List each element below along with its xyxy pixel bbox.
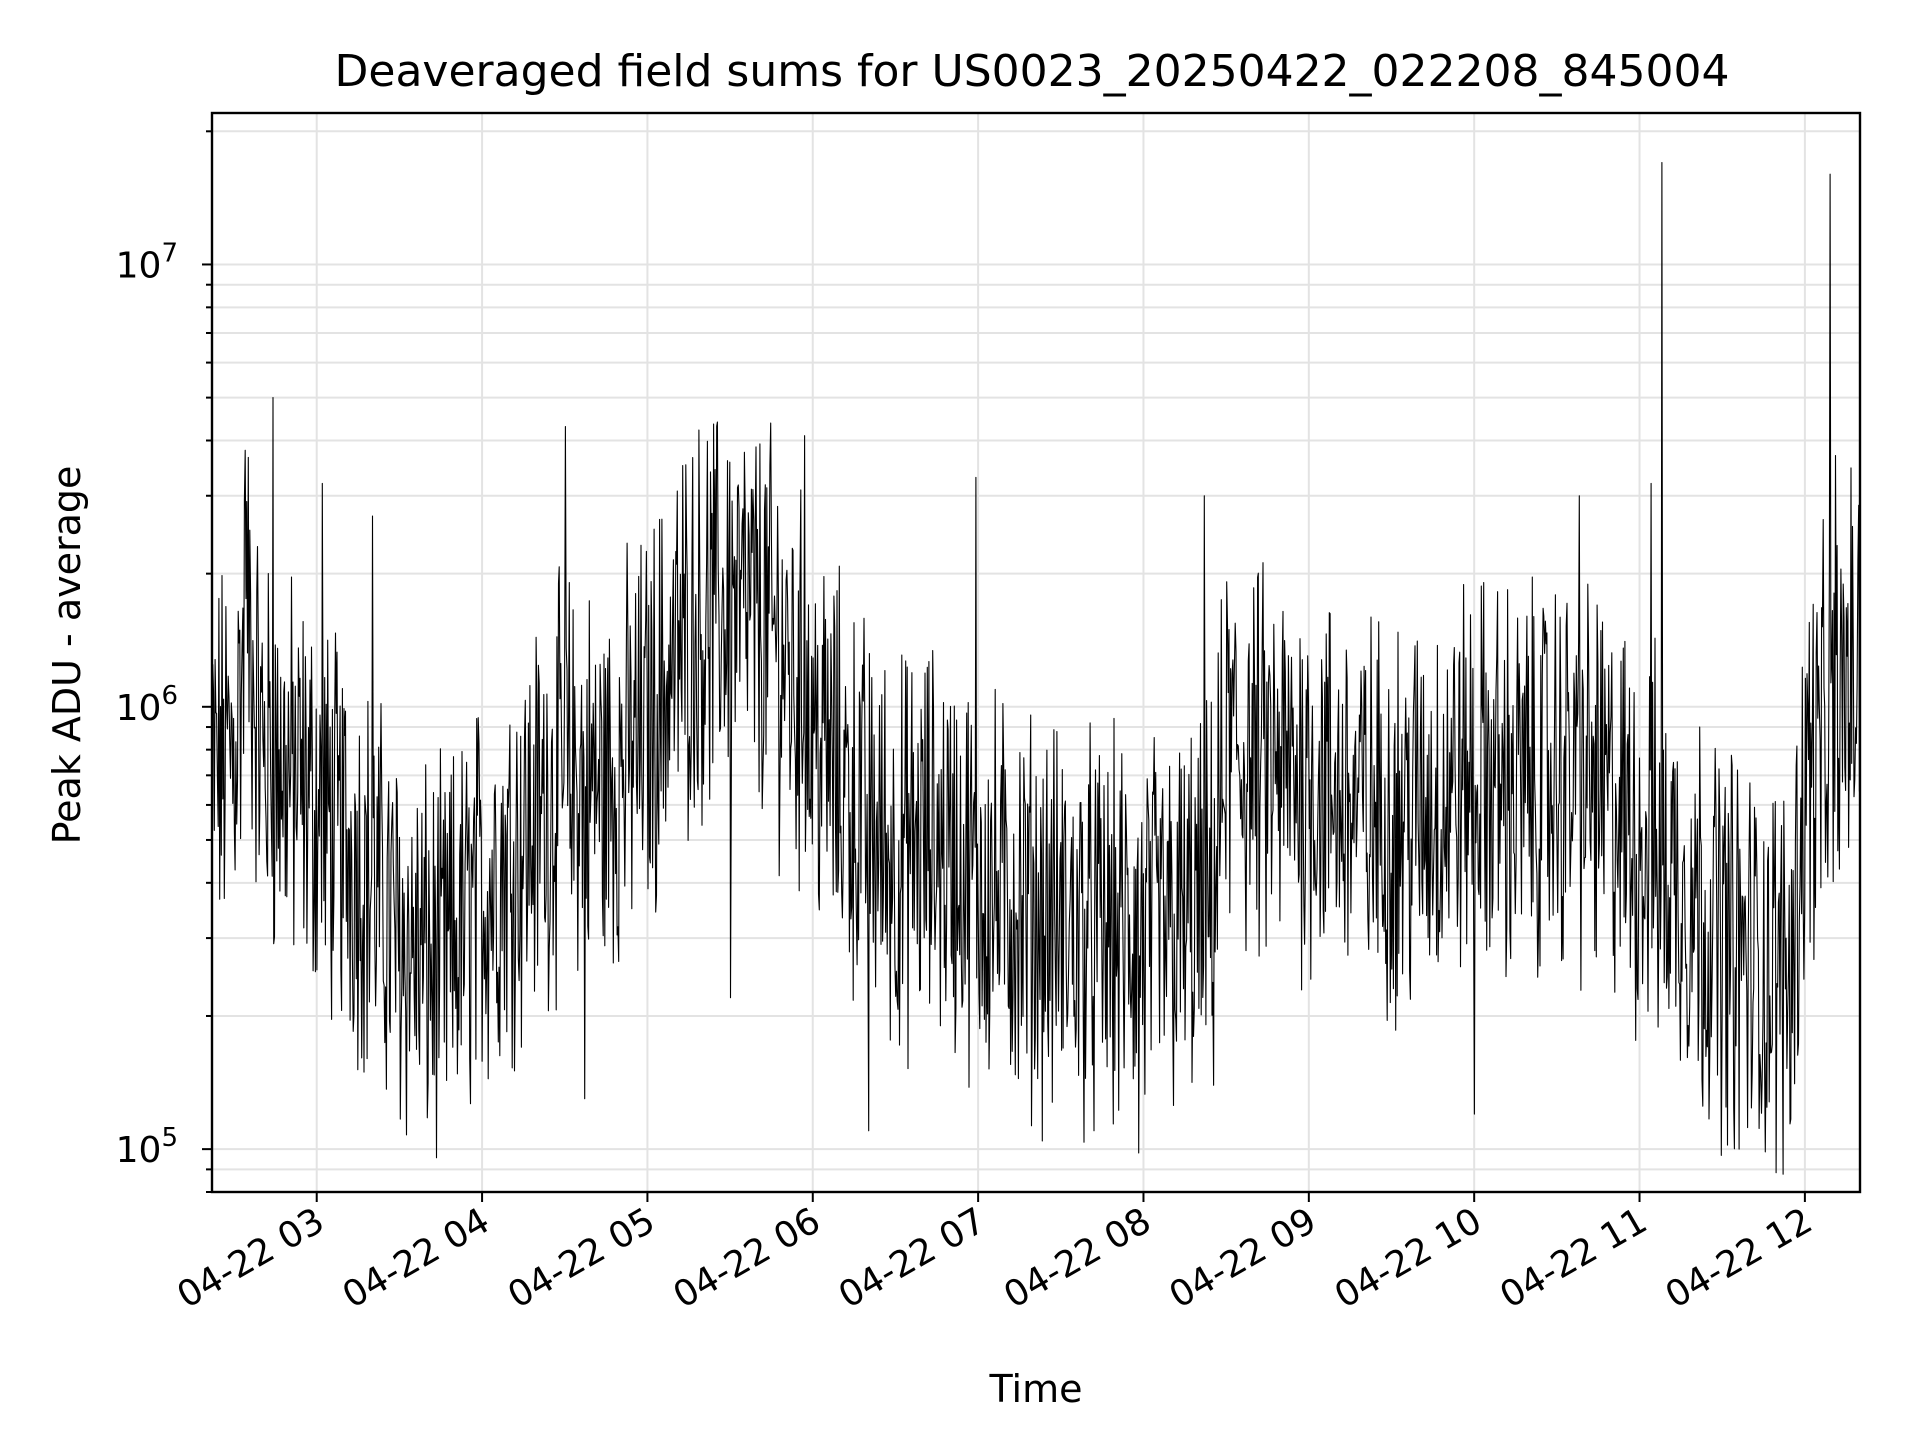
x-tick-label: 04-22 08 [997,1200,1158,1316]
x-axis-label: Time [989,1367,1083,1411]
x-tick-label: 04-22 07 [832,1200,993,1316]
y-tick-label: 105 [116,1123,178,1171]
plot-frame [210,111,1862,1194]
x-tick-label: 04-22 06 [667,1200,828,1316]
x-tick-label: 04-22 09 [1163,1200,1324,1316]
x-tick-label: 04-22 05 [501,1200,662,1316]
series-line [211,161,1860,1175]
chart-title: Deaveraged field sums for US0023_2025042… [335,46,1730,97]
y-axis-label: Peak ADU - average [45,466,89,845]
x-tick-label: 04-22 04 [336,1200,497,1316]
x-tick-label: 04-22 03 [171,1200,332,1316]
x-tick-label: 04-22 12 [1659,1200,1820,1316]
x-tick-label: 04-22 10 [1328,1200,1489,1316]
y-tick-label: 107 [116,238,178,286]
y-tick-label: 106 [116,681,178,729]
series-line-group [211,161,1860,1175]
x-tick-label: 04-22 11 [1493,1200,1654,1316]
y-axis-ticks: 105 106 107 [116,130,212,1193]
x-axis-ticks: 04-22 03 04-22 04 04-22 05 04-22 06 04-22 07… [171,1192,1820,1317]
